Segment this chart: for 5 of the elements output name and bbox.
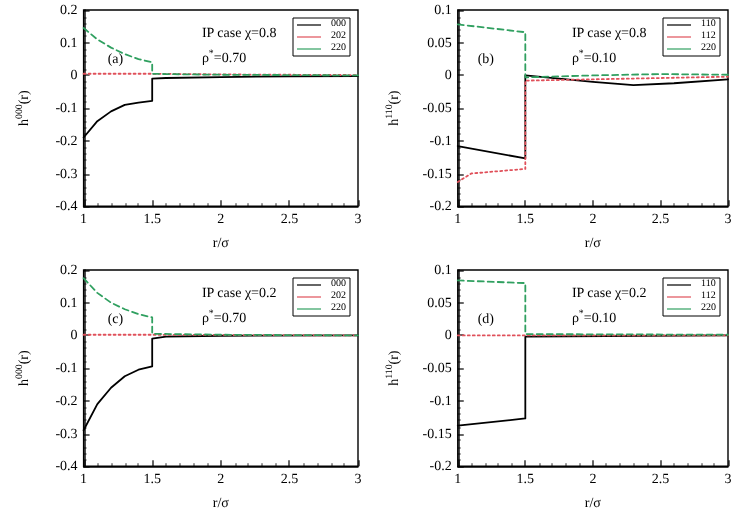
line-series: [455, 75, 728, 183]
line-series: [455, 279, 728, 336]
line-series: [82, 277, 359, 337]
line-series: [82, 27, 359, 77]
line-series: [455, 23, 728, 79]
